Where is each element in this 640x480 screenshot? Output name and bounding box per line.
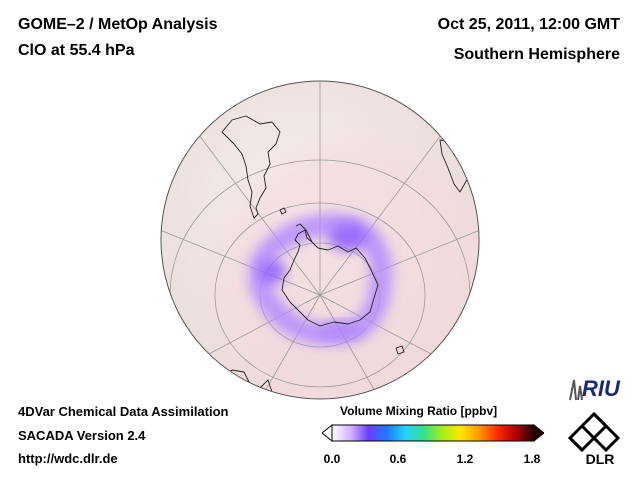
antarctic-peninsula <box>295 223 313 243</box>
product-title: GOME–2 / MetOp Analysis <box>18 16 218 33</box>
clo-vortex-ring <box>249 213 393 347</box>
date-time-label: Oct 25, 2011, 12:00 GMT <box>437 16 620 33</box>
dlr-logo: DLR <box>567 411 621 467</box>
colorbar-gradient <box>331 424 535 442</box>
antarctica-coast <box>281 229 379 327</box>
colorbar-title: Volume Mixing Ratio [ppbv] <box>340 404 498 418</box>
assimilation-label: 4DVar Chemical Data Assimilation <box>18 404 229 419</box>
colorbar-tick: 0.6 <box>389 452 407 466</box>
colorbar-tick: 0.0 <box>323 452 341 466</box>
globe-map <box>160 80 480 400</box>
dlr-symbol <box>567 411 621 453</box>
clo-maximum-south <box>318 322 362 338</box>
colorbar-tick: 1.2 <box>456 452 474 466</box>
hemisphere-label: Southern Hemisphere <box>453 46 620 63</box>
island <box>395 345 405 355</box>
island <box>279 207 287 215</box>
clo-maximum-west <box>258 260 286 284</box>
species-level-label: ClO at 55.4 hPa <box>18 42 135 59</box>
dlr-logo-text: DLR <box>586 451 615 467</box>
south-america-coast <box>221 115 281 219</box>
colorbar-arrow-low <box>322 423 333 443</box>
colorbar-tick: 1.8 <box>523 452 541 466</box>
riu-logo-text: RIU <box>582 376 621 401</box>
clo-maximum-east <box>328 223 368 251</box>
riu-logo: RIU <box>569 376 621 401</box>
globe-outline <box>160 80 480 400</box>
website-link[interactable]: http://wdc.dlr.de <box>18 451 118 466</box>
colorbar-arrow-high <box>533 423 544 443</box>
version-label: SACADA Version 2.4 <box>18 428 146 443</box>
colorbar <box>322 423 544 443</box>
